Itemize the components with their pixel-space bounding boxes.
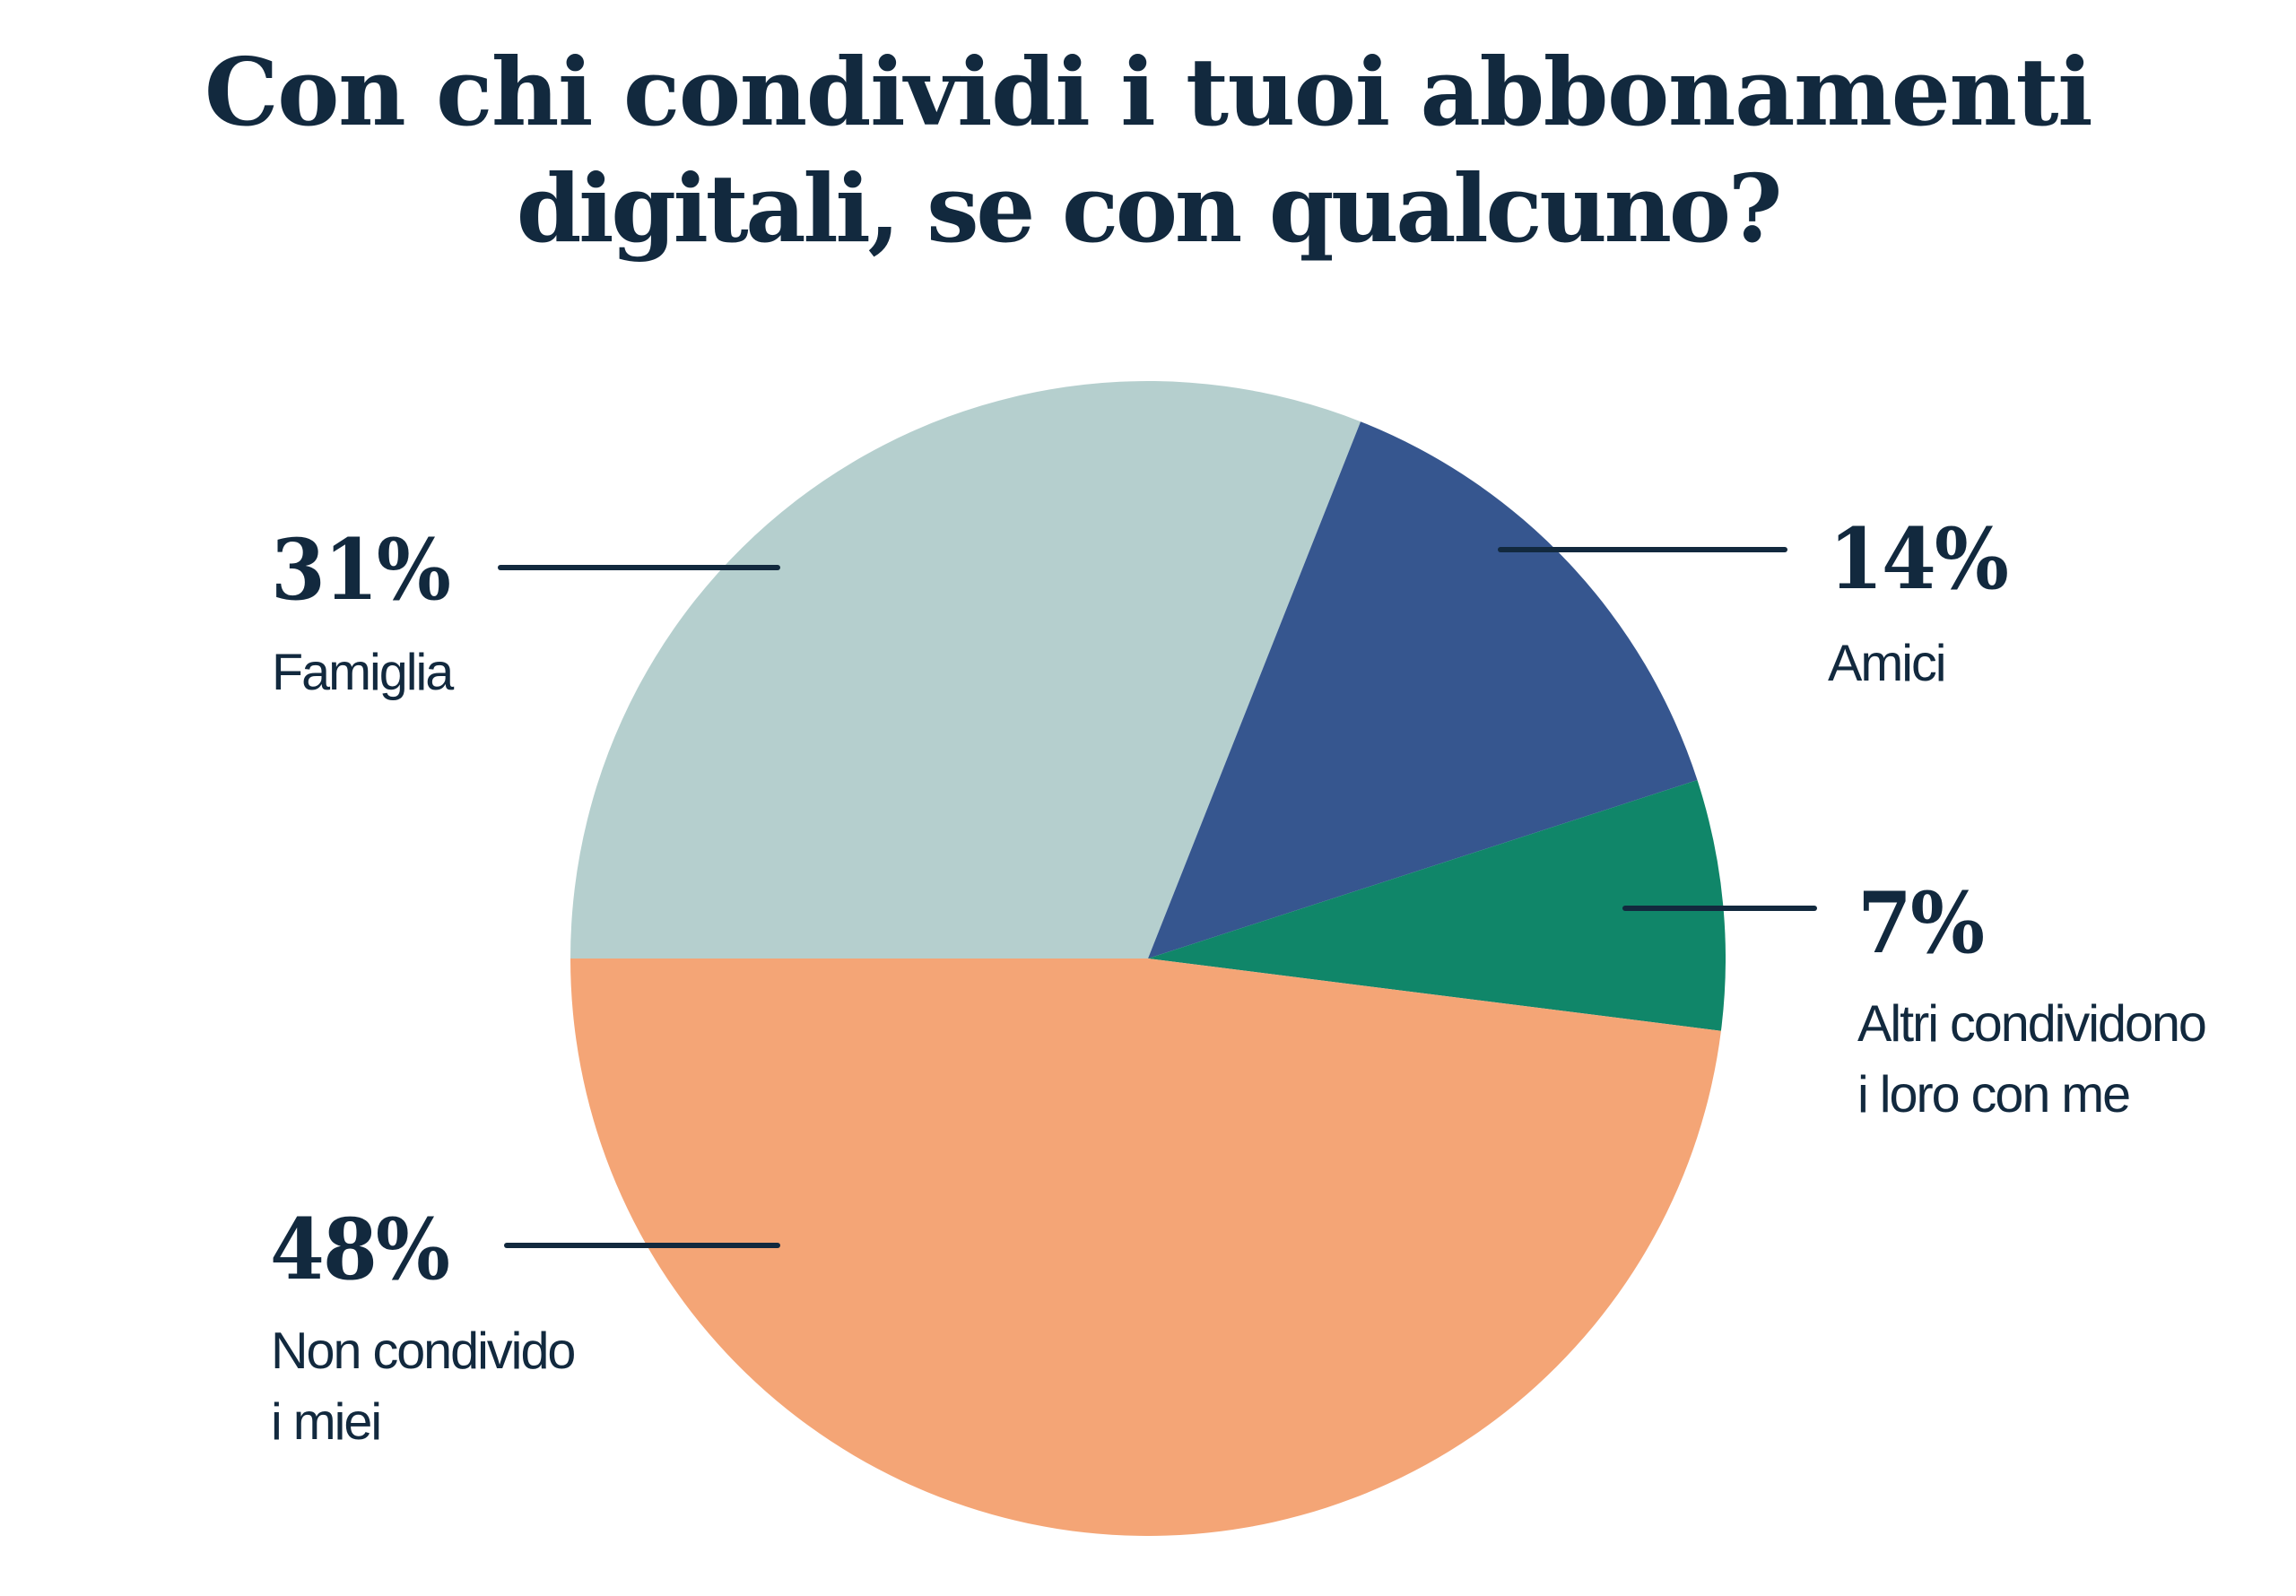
value-label-non-condivido: 48%	[270, 1201, 450, 1299]
pie-slice-amici	[1148, 421, 1698, 958]
category-label-amici: Amici	[1828, 635, 1947, 692]
pie-slice-non	[570, 958, 1721, 1537]
category-label-non-condivido-line2: i miei	[271, 1393, 382, 1451]
category-label-famiglia: Famiglia	[272, 644, 454, 701]
category-label-non-condivido: Non condivido i miei	[271, 1316, 576, 1458]
pie-slice-famiglia	[570, 381, 1361, 958]
category-label-altri-line1: Altri condividono	[1857, 995, 2207, 1053]
leader-line-amici	[1498, 547, 1787, 552]
value-label-amici: 14%	[1829, 510, 2009, 609]
pie-chart	[570, 381, 1726, 1537]
leader-line-famiglia	[498, 565, 780, 570]
chart-title-line2: digitali, se con qualcuno?	[516, 153, 1783, 264]
leader-line-altri	[1622, 906, 1817, 911]
value-label-famiglia: 31%	[271, 521, 451, 620]
category-label-altri: Altri condividono i loro con me	[1857, 989, 2207, 1131]
chart-title-line1: Con chi condividi i tuoi abbonamenti	[204, 37, 2093, 147]
leader-line-non-condivido	[504, 1243, 780, 1248]
value-label-altri: 7%	[1857, 874, 1985, 973]
chart-title: Con chi condividi i tuoi abbonamenti dig…	[0, 34, 2296, 267]
category-label-non-condivido-line1: Non condivido	[271, 1323, 576, 1380]
pie-slice-altri	[1148, 779, 1726, 1031]
category-label-altri-line2: i loro con me	[1857, 1066, 2131, 1123]
pie-svg	[570, 381, 1726, 1537]
